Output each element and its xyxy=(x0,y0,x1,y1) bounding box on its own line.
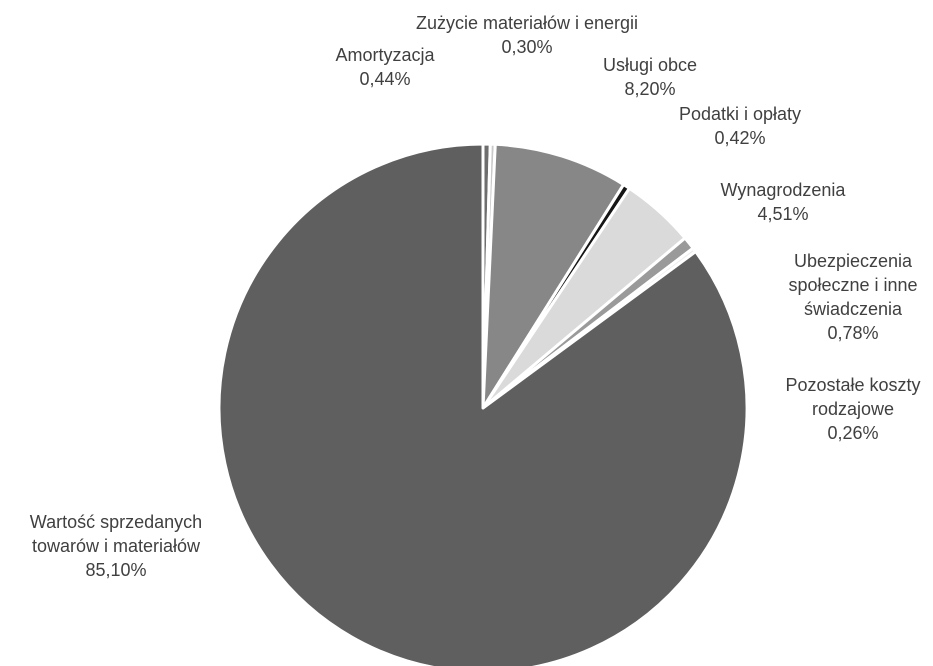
slice-percent: 0,78% xyxy=(827,323,879,343)
slice-name: Amortyzacja xyxy=(335,45,435,65)
slice-label-zuzycie: Zużycie materiałów i energii 0,30% xyxy=(412,11,642,59)
slice-percent: 0,42% xyxy=(714,128,766,148)
slice-label-pozostale: Pozostałe koszty rodzajowe 0,26% xyxy=(763,373,933,445)
slice-percent: 0,26% xyxy=(827,423,879,443)
slice-name: Wynagrodzenia xyxy=(720,180,846,200)
slice-label-ubezpieczenia: Ubezpieczenia społeczne i inne świadczen… xyxy=(768,249,933,345)
pie-slice-7 xyxy=(217,142,749,666)
slice-name: Pozostałe koszty rodzajowe xyxy=(785,375,921,419)
slice-label-podatki: Podatki i opłaty 0,42% xyxy=(655,102,825,150)
slice-label-wynagrodzenia: Wynagrodzenia 4,51% xyxy=(708,178,858,226)
slice-name: Podatki i opłaty xyxy=(678,104,802,124)
slice-name: Ubezpieczenia społeczne i inne świadczen… xyxy=(788,251,918,319)
slice-percent: 85,10% xyxy=(85,560,147,580)
slice-name: Wartość sprzedanych towarów i materiałów xyxy=(29,512,203,556)
slice-percent: 0,30% xyxy=(501,37,553,57)
slice-percent: 4,51% xyxy=(757,204,809,224)
slice-percent: 0,44% xyxy=(359,69,411,89)
slice-label-wartosc: Wartość sprzedanych towarów i materiałów… xyxy=(0,510,232,582)
slice-name: Usługi obce xyxy=(602,55,698,75)
pie-slice-2 xyxy=(481,142,626,410)
slice-name: Zużycie materiałów i energii xyxy=(415,13,639,33)
slice-percent: 8,20% xyxy=(624,79,676,99)
slice-label-uslugi-obce: Usługi obce 8,20% xyxy=(590,53,710,101)
slice-label-amortyzacja: Amortyzacja 0,44% xyxy=(315,43,455,91)
